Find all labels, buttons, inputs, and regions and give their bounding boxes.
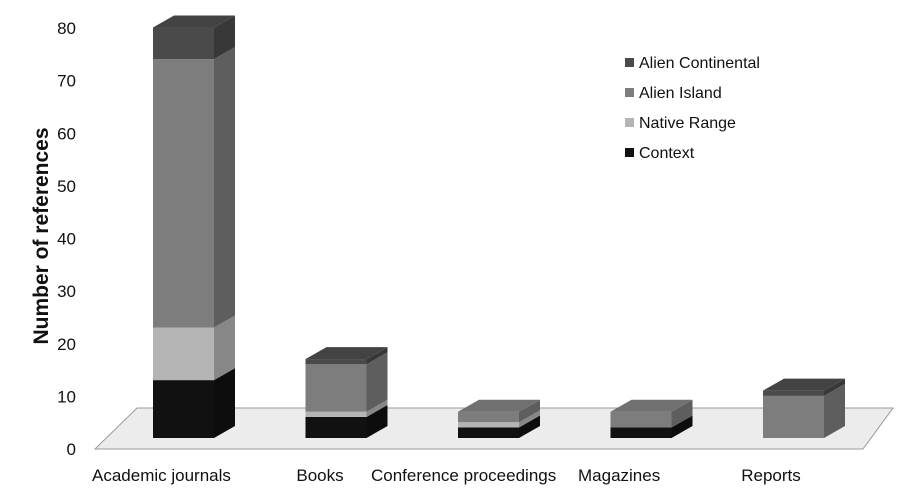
bar-side-alien-continental <box>824 378 845 396</box>
legend-label: Alien Island <box>639 85 722 102</box>
bar-top-alien-island <box>458 399 540 412</box>
bar-side-native-range <box>519 410 540 428</box>
y-axis: 0 10 20 30 40 50 60 70 80 <box>57 19 76 459</box>
bar-segment-context <box>153 380 214 438</box>
y-tick-label: 80 <box>57 19 76 38</box>
y-tick-label: 30 <box>57 282 76 301</box>
bar-segment-context <box>305 416 367 438</box>
legend-swatch <box>625 118 634 127</box>
bar-side-context <box>519 415 540 438</box>
bar-side-context <box>671 415 693 438</box>
bar-segment-alien-continental <box>153 27 214 60</box>
x-tick-label: Conference proceedings <box>371 466 556 485</box>
y-tick-label: 10 <box>57 387 76 406</box>
legend-label: Alien Continental <box>639 55 760 72</box>
y-tick-label: 20 <box>57 335 76 354</box>
bar-segment-alien-island <box>458 411 519 423</box>
x-tick-label: Books <box>296 466 343 485</box>
bars <box>153 15 845 438</box>
y-axis-label: Number of references <box>30 127 53 344</box>
bar-conference-proceedings <box>458 399 540 438</box>
x-tick-label: Academic journals <box>92 466 231 485</box>
y-tick-label: 70 <box>57 72 76 91</box>
bar-academic-journals <box>153 15 235 438</box>
bar-side-native-range <box>214 315 235 381</box>
bar-side-alien-island <box>671 399 693 428</box>
bar-segment-alien-island <box>610 411 672 428</box>
bar-top-alien-island <box>610 399 693 412</box>
y-tick-label: 50 <box>57 177 76 196</box>
legend-item-alien-island: Alien Island <box>625 85 722 102</box>
bar-side-alien-island <box>366 352 388 412</box>
bar-segment-native-range <box>153 327 214 381</box>
bar-side-alien-island <box>519 399 540 423</box>
bar-top-alien-continental <box>153 15 235 28</box>
bar-segment-alien-island <box>763 395 824 438</box>
category-labels: Academic journals Books Conference proceed… <box>92 466 801 485</box>
legend-swatch <box>625 88 634 97</box>
bar-segment-native-range <box>458 422 519 428</box>
bar-segment-alien-island <box>305 364 367 412</box>
bar-side-context <box>214 368 235 438</box>
y-tick-label: 0 <box>67 440 76 459</box>
y-tick-label: 60 <box>57 124 76 143</box>
legend: Alien Continental Alien Island Native Rang… <box>625 55 760 162</box>
legend-swatch <box>625 58 634 67</box>
bar-books <box>305 347 388 438</box>
legend-item-alien-continental: Alien Continental <box>625 55 760 72</box>
bar-top-alien-continental <box>305 347 388 360</box>
bar-side-alien-continental <box>214 15 235 60</box>
bar-side-native-range <box>366 399 388 417</box>
bar-segment-native-range <box>305 411 367 417</box>
y-tick-label: 40 <box>57 230 76 249</box>
legend-item-native-range: Native Range <box>625 115 736 132</box>
bar-magazines <box>610 399 693 438</box>
x-tick-label: Reports <box>741 466 801 485</box>
bar-side-alien-island <box>824 383 845 438</box>
bar-side-context <box>366 404 388 438</box>
x-tick-label: Magazines <box>578 466 660 485</box>
bar-segment-alien-island <box>153 59 214 328</box>
legend-swatch <box>625 148 634 157</box>
bar-side-alien-continental <box>366 347 388 365</box>
legend-item-context: Context <box>625 145 695 162</box>
bar-segment-context <box>458 427 519 438</box>
bar-segment-alien-continental <box>763 390 824 396</box>
bar-reports <box>763 378 845 438</box>
bar-segment-alien-continental <box>305 359 367 365</box>
bar-side-alien-island <box>214 47 235 328</box>
legend-label: Context <box>639 145 695 162</box>
bar-segment-context <box>610 427 672 438</box>
bar-top-alien-continental <box>763 378 845 391</box>
legend-label: Native Range <box>639 115 736 132</box>
